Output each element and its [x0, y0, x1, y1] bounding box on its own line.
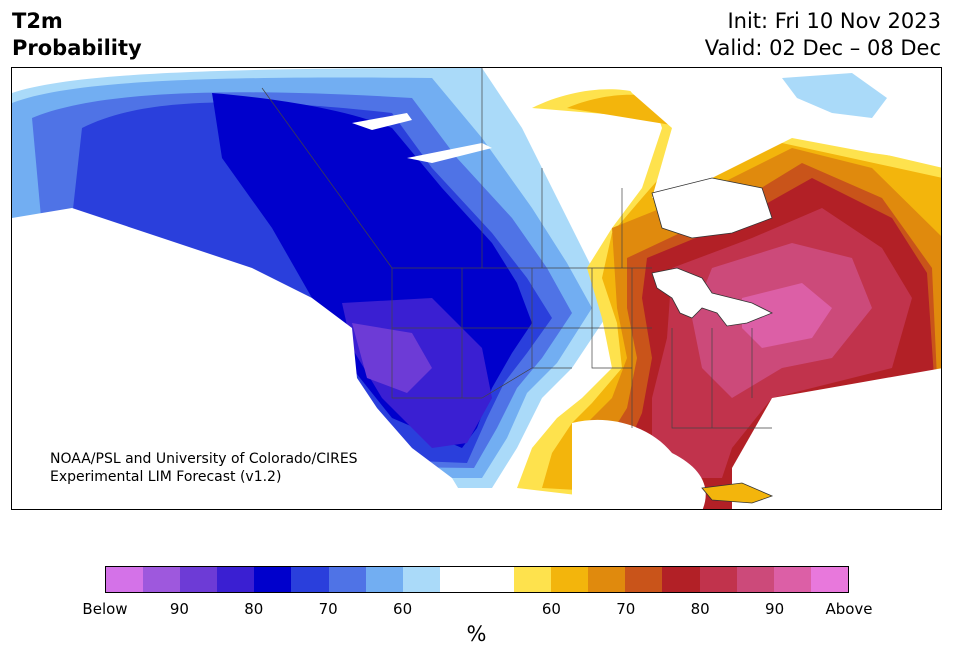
colorbar-tick-label: Below — [82, 600, 128, 618]
great-lakes — [651, 267, 773, 327]
colorbar-tick-label: 80 — [244, 600, 264, 618]
colorbar-swatch — [254, 567, 292, 592]
colorbar-swatch — [662, 567, 700, 592]
probability-map-svg — [12, 68, 941, 509]
colorbar-ticks: Below 90 80 70 60 60 70 80 90 Above — [82, 600, 872, 618]
colorbar-tick-label: 80 — [690, 600, 710, 618]
colorbar-swatch — [439, 567, 477, 592]
cuba — [701, 482, 774, 504]
hudson-bay-shape — [651, 177, 773, 239]
map-title: T2m Probability — [12, 8, 142, 62]
valid-date: Valid: 02 Dec – 08 Dec — [704, 36, 941, 60]
colorbar-tick-label: 60 — [541, 600, 561, 618]
colorbar — [105, 566, 849, 593]
map-title-line1: T2m — [12, 9, 63, 33]
colorbar-swatch — [328, 567, 366, 592]
gulf-of-mexico — [572, 419, 706, 509]
state-borders — [261, 68, 772, 429]
colorbar-tick-label: 90 — [765, 600, 785, 618]
colorbar-swatch — [402, 567, 440, 592]
colorbar-tick-label: 70 — [318, 600, 338, 618]
colorbar-swatch — [551, 567, 589, 592]
colorbar-swatch — [291, 567, 329, 592]
forecast-map: NOAA/PSL and University of Colorado/CIRE… — [11, 67, 942, 510]
northern-streak-2 — [407, 143, 492, 163]
colorbar-swatch — [810, 567, 848, 592]
greenland-shading — [782, 73, 887, 118]
credit-text: NOAA/PSL and University of Colorado/CIRE… — [50, 450, 358, 486]
colorbar-swatch — [143, 567, 181, 592]
colorbar-tick-label: 70 — [616, 600, 636, 618]
colorbar-swatch — [365, 567, 403, 592]
colorbar-tick-label: 90 — [169, 600, 189, 618]
colorbar-swatch — [588, 567, 626, 592]
init-date: Init: Fri 10 Nov 2023 — [727, 9, 941, 33]
warm-95 — [742, 283, 832, 348]
pacific-ocean — [12, 208, 471, 509]
colorbar-swatch — [180, 567, 218, 592]
forecast-dates: Init: Fri 10 Nov 2023 Valid: 02 Dec – 08… — [705, 8, 941, 62]
colorbar-swatch — [773, 567, 811, 592]
credit-line2: Experimental LIM Forecast (v1.2) — [50, 469, 282, 485]
northern-streak-1 — [352, 113, 412, 130]
colorbar-swatch — [217, 567, 255, 592]
colorbar-swatch — [106, 567, 144, 592]
colorbar-tick-label: 60 — [393, 600, 413, 618]
credit-line1: NOAA/PSL and University of Colorado/CIRE… — [50, 451, 358, 467]
colorbar-swatch — [699, 567, 737, 592]
colorbar-swatch — [476, 567, 515, 592]
map-title-line2: Probability — [12, 36, 142, 60]
atlantic-ocean — [732, 368, 941, 509]
colorbar-swatch — [736, 567, 774, 592]
colorbar-swatch — [514, 567, 552, 592]
colorbar-tick-label: Above — [825, 600, 873, 618]
colorbar-swatch — [625, 567, 663, 592]
colorbar-unit: % — [466, 622, 487, 646]
